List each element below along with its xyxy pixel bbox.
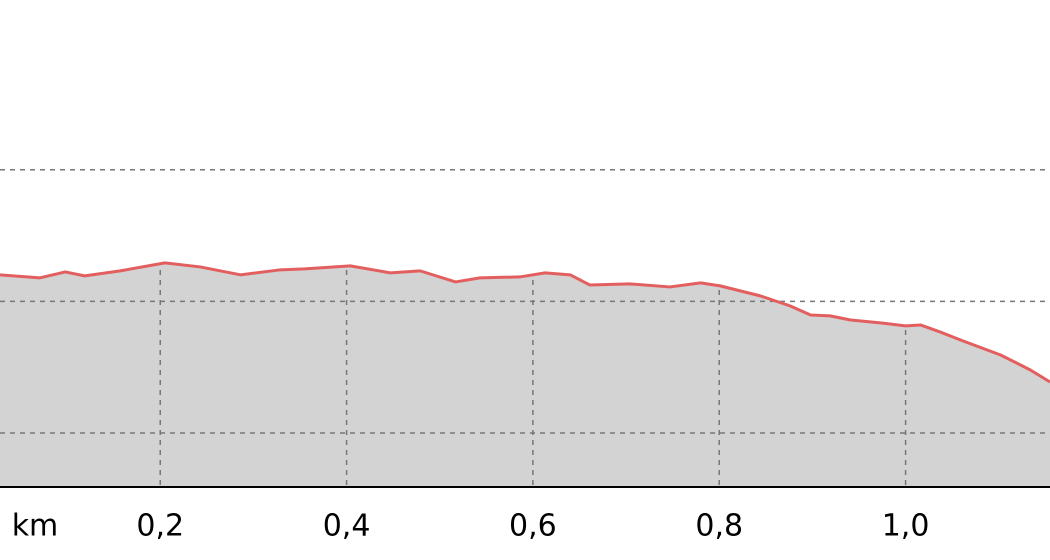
x-tick-label: 0,2 [136, 509, 184, 544]
area-fill [0, 262, 1050, 487]
x-tick-label: 1,0 [882, 509, 930, 544]
x-tick-label: 0,4 [323, 509, 371, 544]
x-tick-label: 0,6 [509, 509, 557, 544]
elevation-line [0, 261, 1050, 384]
x-tick-label: 0,8 [695, 509, 743, 544]
x-axis-label: km [12, 509, 59, 544]
